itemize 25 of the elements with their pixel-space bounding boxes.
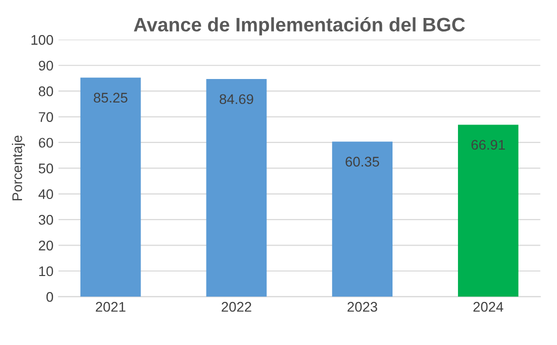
y-tick-label: 20 xyxy=(38,240,54,250)
y-tick-label: 50 xyxy=(38,164,54,174)
x-tick-label: 2024 xyxy=(473,302,504,312)
y-tick-label: 90 xyxy=(38,60,54,71)
bar xyxy=(80,78,141,297)
y-tick-label: 40 xyxy=(38,189,54,200)
data-label: 60.35 xyxy=(346,156,380,167)
y-axis-title: Porcentaje xyxy=(12,136,25,200)
y-tick-label: 80 xyxy=(38,86,54,96)
data-label: 66.91 xyxy=(472,140,505,150)
bar xyxy=(332,142,393,297)
x-tick-label: 2021 xyxy=(96,302,126,312)
data-label: 84.69 xyxy=(220,94,254,104)
bar xyxy=(458,124,518,297)
y-tick-label: 70 xyxy=(38,112,54,122)
y-tick-label: 0 xyxy=(46,292,54,302)
y-tick-label: 30 xyxy=(38,214,54,225)
y-tick-label: 10 xyxy=(39,266,54,276)
x-tick-label: 2022 xyxy=(222,302,252,312)
data-label: 85.25 xyxy=(94,92,128,103)
y-tick-label: 60 xyxy=(38,138,54,148)
y-tick-label: 100 xyxy=(32,35,54,45)
chart-title: Avance de Implementación del BGC xyxy=(134,17,465,36)
bar xyxy=(206,79,267,297)
x-tick-label: 2023 xyxy=(348,302,378,312)
